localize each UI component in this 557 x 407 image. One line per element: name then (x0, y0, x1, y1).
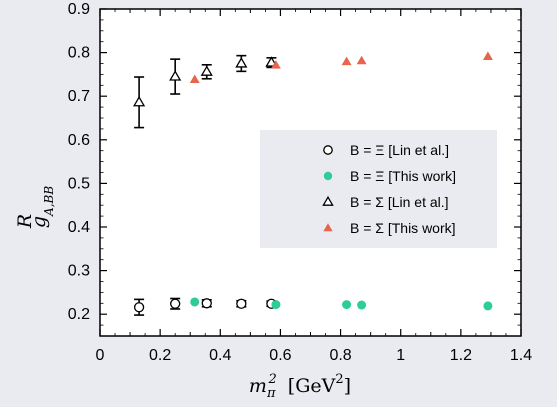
open-triangle-point (235, 57, 248, 68)
svg-text:gA,BB: gA,BB (28, 186, 56, 228)
filled-circle-point (342, 300, 352, 310)
filled-triangle-point (270, 60, 281, 69)
y-tick-label: 0.2 (68, 306, 90, 323)
filled-circle-point (483, 301, 493, 311)
open-circle-point (201, 298, 212, 309)
svg-text:R: R (14, 214, 36, 229)
x-axis-title: mπ2 [GeV2] (249, 372, 351, 401)
legend-box (260, 130, 497, 248)
open-circle-point (323, 145, 333, 155)
y-tick-label: 0.3 (68, 263, 90, 280)
y-tick-label: 0.7 (68, 88, 90, 105)
filled-triangle-point (482, 51, 493, 60)
open-circle-point (170, 298, 181, 309)
filled-circle-point (271, 300, 281, 310)
y-tick-label: 0.5 (68, 175, 90, 192)
x-tick-label: 0.6 (269, 347, 291, 364)
legend-entry-label: B = Ξ [This work] (350, 168, 456, 184)
x-tick-label: 0.4 (209, 347, 231, 364)
x-tick-label: 0 (96, 347, 105, 364)
filled-circle-point (190, 297, 200, 307)
open-circle-point (133, 302, 145, 313)
open-triangle-point (200, 65, 213, 76)
y-tick-label: 0.6 (68, 132, 90, 149)
y-tick-label: 0.9 (68, 1, 90, 18)
open-circle-point (236, 298, 247, 309)
x-tick-label: 0.2 (149, 347, 171, 364)
y-tick-label: 0.4 (68, 219, 90, 236)
filled-circle-point (357, 300, 367, 310)
x-tick-label: 1 (396, 347, 405, 364)
filled-triangle-point (341, 56, 352, 66)
y-axis-title: gA,BB R (14, 186, 56, 229)
y-tick-label: 0.8 (68, 45, 90, 62)
plot-frame (99, 8, 522, 337)
x-tick-label: 1.4 (510, 347, 532, 364)
x-tick-label: 0.8 (329, 347, 351, 364)
filled-triangle-point (323, 223, 333, 232)
open-triangle-point (133, 95, 146, 107)
open-triangle-point (322, 195, 334, 206)
legend-entry-label: B = Ξ [Lin et al.] (350, 142, 449, 158)
x-tick-label: 1.2 (450, 347, 472, 364)
filled-circle-point (323, 171, 333, 181)
filled-triangle-point (189, 74, 200, 84)
open-triangle-point (169, 70, 182, 81)
filled-triangle-point (356, 55, 367, 65)
legend-entry-label: B = Σ [Lin et al.] (350, 194, 449, 210)
legend-entry-label: B = Σ [This work] (350, 220, 456, 236)
